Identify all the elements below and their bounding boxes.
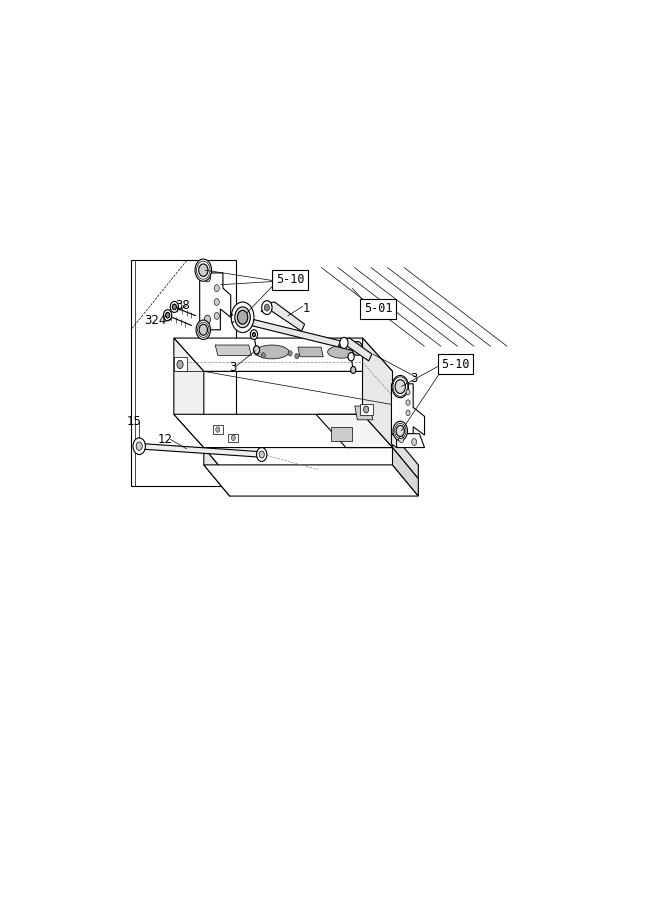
Circle shape [261,301,272,314]
Circle shape [364,406,369,413]
Circle shape [352,341,363,356]
Circle shape [214,312,219,319]
Polygon shape [261,302,305,331]
Circle shape [172,304,176,310]
Polygon shape [331,427,352,441]
Polygon shape [316,414,392,447]
Circle shape [252,332,255,337]
Circle shape [261,353,265,358]
Polygon shape [338,338,372,361]
Circle shape [204,274,211,282]
Polygon shape [174,357,187,372]
Polygon shape [139,444,261,457]
Polygon shape [233,314,358,352]
Polygon shape [215,345,251,356]
Circle shape [351,366,356,373]
Circle shape [237,310,247,324]
Text: 12: 12 [157,433,173,446]
Polygon shape [363,338,392,447]
Circle shape [393,421,408,441]
Circle shape [395,380,406,393]
Circle shape [235,307,250,328]
Text: 1: 1 [303,302,310,316]
Polygon shape [360,404,373,415]
Polygon shape [204,447,418,479]
Circle shape [195,259,211,281]
Polygon shape [199,273,231,329]
Polygon shape [213,426,223,434]
Text: 38: 38 [175,299,190,312]
Text: 5-10: 5-10 [276,274,304,286]
Circle shape [392,375,408,398]
Circle shape [231,302,254,332]
Circle shape [288,350,292,356]
Circle shape [340,338,348,348]
Circle shape [348,353,354,361]
Polygon shape [174,338,204,447]
Text: 324: 324 [145,314,167,328]
Circle shape [259,451,264,458]
Polygon shape [174,338,392,372]
Text: 5-01: 5-01 [364,302,392,316]
Circle shape [399,436,404,443]
Polygon shape [392,434,425,447]
Circle shape [199,324,207,336]
Circle shape [133,438,145,454]
Circle shape [255,350,259,356]
Circle shape [215,427,220,432]
Circle shape [406,400,410,405]
Circle shape [163,310,172,320]
Circle shape [412,438,417,446]
Circle shape [264,304,269,311]
Circle shape [196,320,211,339]
Circle shape [406,390,410,395]
Circle shape [136,442,142,450]
Circle shape [396,426,404,436]
Polygon shape [174,414,392,447]
Circle shape [165,312,169,318]
Ellipse shape [255,345,289,359]
Text: 3: 3 [410,372,418,385]
Ellipse shape [327,346,356,358]
Text: 5-10: 5-10 [442,358,470,371]
Polygon shape [131,260,236,486]
Polygon shape [298,347,323,356]
Polygon shape [355,406,373,419]
Polygon shape [228,434,239,442]
Circle shape [295,354,299,359]
Polygon shape [204,465,418,496]
Polygon shape [392,434,418,479]
Polygon shape [392,434,397,447]
Circle shape [250,329,257,339]
Circle shape [199,264,208,276]
Text: 15: 15 [127,415,141,428]
Circle shape [214,299,219,305]
Polygon shape [392,447,418,496]
Circle shape [204,315,211,323]
Circle shape [406,410,410,416]
Text: 3: 3 [229,362,237,374]
Circle shape [231,435,235,441]
Polygon shape [392,383,425,435]
Circle shape [257,447,267,462]
Circle shape [214,284,219,292]
Polygon shape [204,447,229,496]
Circle shape [177,360,183,369]
Circle shape [253,346,259,354]
Circle shape [170,302,179,312]
